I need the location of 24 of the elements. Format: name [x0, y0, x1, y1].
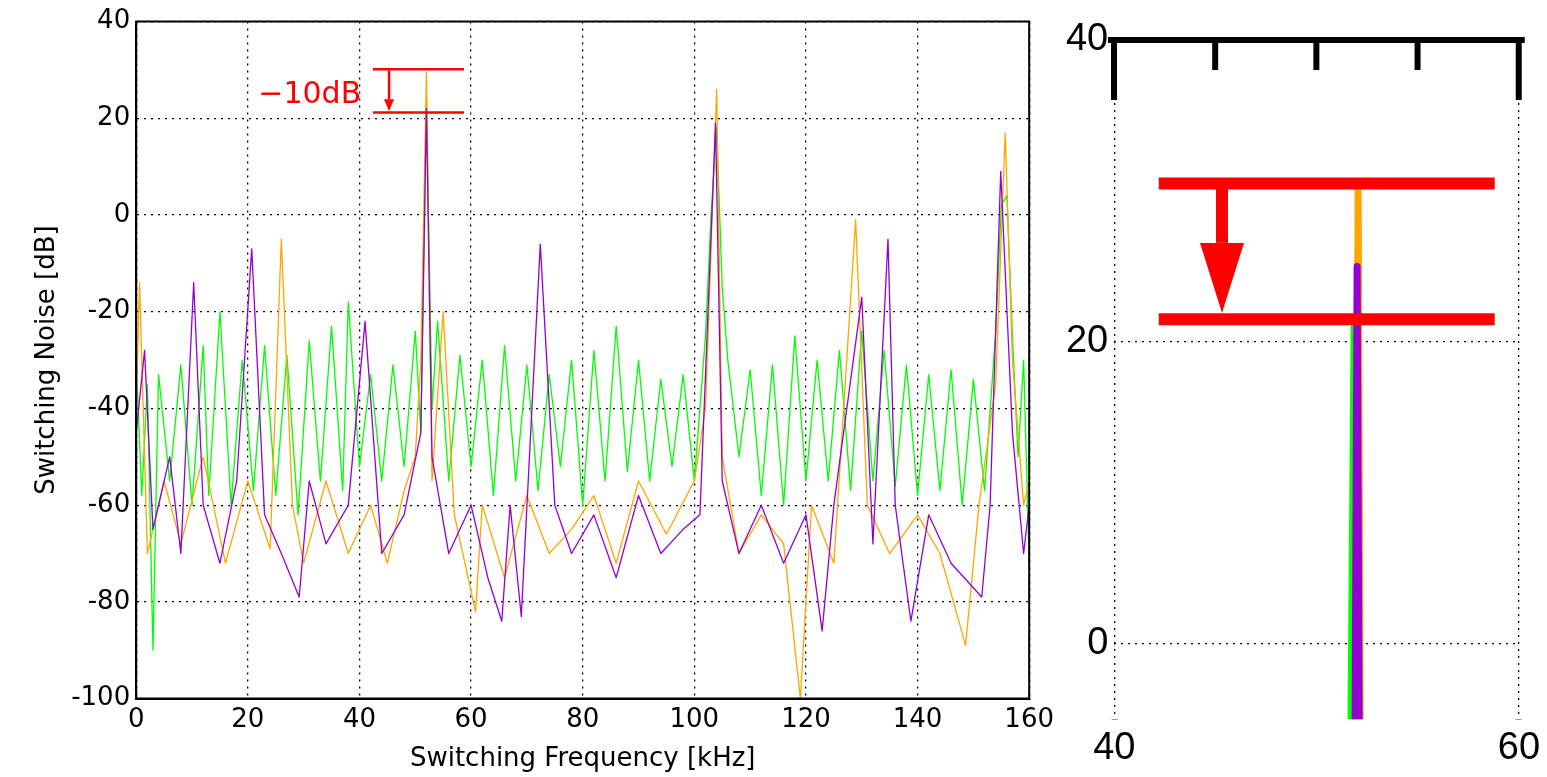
y-tick-label: -100 [71, 681, 131, 712]
x-axis-title: Switching Frequency [kHz] [409, 742, 756, 773]
y-tick-label: 40 [1065, 16, 1109, 59]
annotation: −10dB [258, 75, 362, 111]
x-tick-label: 160 [1004, 702, 1055, 733]
x-tick-label: 100 [669, 702, 720, 733]
y-tick-label: 0 [113, 197, 131, 228]
y-tick-label: 20 [97, 101, 131, 132]
y-tick-label: -80 [87, 584, 131, 615]
y-axis-title: Switching Noise [dB] [30, 225, 61, 495]
y-tick-label: -60 [87, 487, 131, 518]
x-tick-label: 40 [1093, 724, 1136, 767]
x-tick-label: 60 [1497, 724, 1541, 767]
x-tick-label: 20 [231, 702, 265, 733]
y-tick-label: 20 [1065, 318, 1109, 361]
y-tick-label: -40 [87, 391, 131, 422]
x-tick-label: 140 [892, 702, 943, 733]
y-tick-label: -20 [87, 294, 131, 325]
y-tick-label: 0 [1087, 620, 1109, 663]
x-tick-label: 80 [566, 702, 600, 733]
y-tick-label: 40 [97, 4, 131, 35]
x-tick-label: 60 [454, 702, 488, 733]
x-tick-label: 120 [781, 702, 831, 733]
x-tick-label: 40 [342, 702, 376, 733]
